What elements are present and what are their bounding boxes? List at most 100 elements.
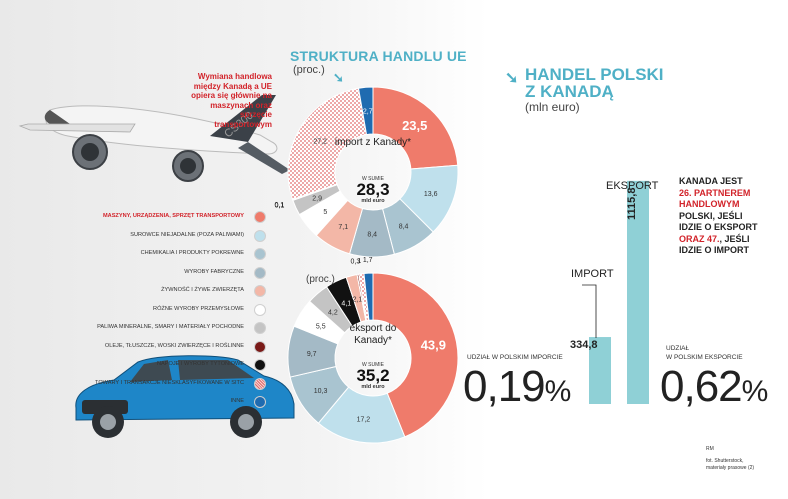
donut-slice-label: 2,7 xyxy=(363,109,373,116)
kanada-line3: HANDLOWYM xyxy=(679,199,740,209)
legend-item: OLEJE, TŁUSZCZE, WOSKI ZWIERZĘCE I ROŚLI… xyxy=(70,339,266,358)
legend-label: WYROBY FABRYCZNE xyxy=(184,268,244,275)
donut-slice-label: 17,2 xyxy=(357,417,371,424)
legend-item: TOWARY I TRANSAKCJE NIESKLASYFIKOWANE W … xyxy=(70,376,266,395)
kanada-line5: IDZIE O EKSPORT xyxy=(679,222,758,232)
legend-swatch xyxy=(254,285,266,297)
legend-swatch xyxy=(254,303,266,316)
bar xyxy=(627,180,649,404)
export-share-label-2: W POLSKIM EKSPORCIE xyxy=(666,354,743,361)
legend-label: TOWARY I TRANSAKCJE NIESKLASYFIKOWANE W … xyxy=(95,379,244,386)
export-donut: 43,9 17,2 10,3 9,7 5,5 4,24,12,1 0,31 1,7 xyxy=(287,257,459,444)
pl-unit: (mln euro) xyxy=(525,100,580,114)
bar-category-export: EKSPORT xyxy=(606,180,659,192)
legend: MASZYNY, URZĄDZENIA, SPRZĘT TRANSPORTOWY… xyxy=(70,209,266,413)
donut-slice-label: 7,1 xyxy=(338,224,348,231)
kanada-line1: KANADA JEST xyxy=(679,176,743,186)
bar-value-export: 1115,8 xyxy=(626,187,638,220)
bar xyxy=(589,337,611,404)
kanada-line2: 26. PARTNEREM xyxy=(679,187,751,198)
legend-label: PALIWA MINERALNE, SMARY I MATERIAŁY POCH… xyxy=(97,324,244,330)
donut-slice xyxy=(287,87,368,200)
legend-item: WYROBY FABRYCZNE xyxy=(70,265,266,284)
donut-slice xyxy=(357,86,374,136)
legend-label: RÓŻNE WYROBY PRZEMYSŁOWE xyxy=(153,305,244,312)
legend-swatch xyxy=(254,266,266,279)
donut-slice-label: 10,3 xyxy=(314,388,328,395)
leader-line xyxy=(582,284,597,338)
ue-unit: (proc.) xyxy=(293,64,325,76)
export-unit: (proc.) xyxy=(306,274,335,285)
donut-slice-label: 8,4 xyxy=(367,231,377,238)
donut-slice-label: 4,2 xyxy=(328,309,338,316)
export-share-percent: % xyxy=(741,375,769,408)
import-share-value: 0,19% xyxy=(463,362,572,412)
donut-slice-label: 1 xyxy=(357,258,361,265)
legend-label: OLEJE, TŁUSZCZE, WOSKI ZWIERZĘCE I ROŚLI… xyxy=(104,342,244,349)
bar-category-import: IMPORT xyxy=(571,268,614,280)
legend-item: MASZYNY, URZĄDZENIA, SPRZĘT TRANSPORTOWY xyxy=(70,209,266,228)
donut-slice-label: 2,1 xyxy=(353,296,363,303)
trade-note: Wymiana handlowa między Kanadą a UE opie… xyxy=(191,72,272,129)
bar-value-import: 334,8 xyxy=(570,339,598,351)
import-donut: 23,513,68,48,47,152,90,10,127,22,7 xyxy=(274,86,459,258)
trade-bar-chart xyxy=(582,180,649,404)
import-total-label: W SUMIE xyxy=(362,176,384,182)
donut-slice-label: 2,9 xyxy=(312,196,322,203)
pl-title: HANDEL POLSKI Z KANADĄ xyxy=(525,66,664,100)
export-share-number: 0,62 xyxy=(660,362,743,411)
arrow-down-right-icon: ➘ xyxy=(505,70,519,87)
legend-label: SUROWCE NIEJADALNE (POZA PALIWAMI) xyxy=(130,231,244,238)
kanada-line6b: , JEŚLI xyxy=(719,233,750,244)
kanada-line6: ORAZ 47. xyxy=(679,233,720,244)
legend-item: RÓŻNE WYROBY PRZEMYSŁOWE xyxy=(70,302,266,321)
legend-label: CHEMIKALIA I PRODUKTY POKREWNE xyxy=(140,250,244,256)
donut-slice-label: 43,9 xyxy=(421,337,446,352)
car-image xyxy=(75,355,295,438)
export-share-value: 0,62% xyxy=(660,362,769,412)
pl-title-line1: HANDEL POLSKI xyxy=(525,65,664,84)
export-total-label: W SUMIE xyxy=(362,362,384,368)
legend-swatch xyxy=(254,248,266,260)
pl-title-line2: Z KANADĄ xyxy=(525,82,614,101)
kanada-line7: IDZIE O IMPORT xyxy=(679,245,750,255)
legend-item: ŻYWNOŚĆ I ŻYWE ZWIERZĘTA xyxy=(70,283,266,302)
legend-label: MASZYNY, URZĄDZENIA, SPRZĘT TRANSPORTOWY xyxy=(103,213,244,219)
legend-swatch xyxy=(254,396,266,408)
kanada-note: KANADA JEST 26. PARTNEREM HANDLOWYM POLS… xyxy=(679,176,758,257)
legend-item: SUROWCE NIEJADALNE (POZA PALIWAMI) xyxy=(70,228,266,247)
export-donut-subtitle: eksport do Kanady* xyxy=(349,323,397,346)
donut-slice-label: 9,7 xyxy=(307,351,317,358)
author-credit: RM xyxy=(706,446,714,452)
import-total-unit: mld euro xyxy=(361,198,385,204)
legend-swatch xyxy=(254,359,266,371)
import-total-value: 28,3 xyxy=(356,180,390,199)
photo-credit-1: fot. Shutterstock, xyxy=(706,458,744,464)
donut-slice-label: 5 xyxy=(323,209,327,216)
donut-slice xyxy=(372,272,459,438)
donut-slice-label: 5,5 xyxy=(316,324,326,331)
donut-slice-label: 1,7 xyxy=(363,257,373,264)
legend-swatch xyxy=(254,340,266,353)
legend-swatch xyxy=(254,229,266,242)
export-total-value: 35,2 xyxy=(356,366,390,385)
export-total-unit: mld euro xyxy=(361,384,385,390)
legend-label: INNE xyxy=(230,398,244,404)
legend-item: NAPOJE I WYROBY TYTONIOWE xyxy=(70,357,266,376)
donut-slice-label: 8,4 xyxy=(399,223,409,230)
import-share-percent: % xyxy=(544,375,572,408)
donut-slice-label: 0,1 xyxy=(275,203,285,210)
legend-label: ŻYWNOŚĆ I ŻYWE ZWIERZĘTA xyxy=(161,287,244,293)
legend-swatch xyxy=(254,377,266,390)
donut-slice-label: 13,6 xyxy=(424,191,438,198)
airplane-image: CS300 xyxy=(18,95,290,182)
donut-slice xyxy=(372,86,459,170)
donut-slice xyxy=(363,272,374,321)
import-share-label: UDZIAŁ W POLSKIM IMPORCIE xyxy=(467,354,563,361)
photo-credit-2: materiały prasowe (2) xyxy=(706,465,755,471)
ue-title: STRUKTURA HANDLU UE xyxy=(290,48,467,64)
legend-item: CHEMIKALIA I PRODUKTY POKREWNE xyxy=(70,246,266,265)
donut-slice-label: 4,1 xyxy=(341,301,351,308)
